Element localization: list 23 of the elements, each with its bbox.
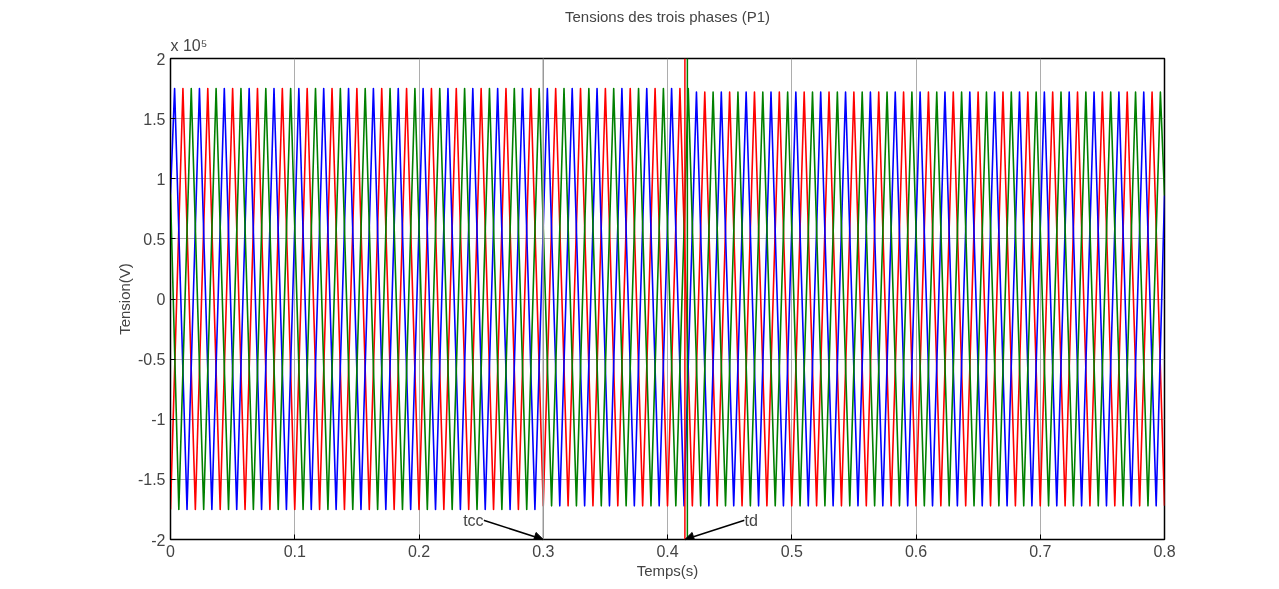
y-tick-label: -1 bbox=[151, 411, 166, 429]
chart-title: Tensions des trois phases (P1) bbox=[564, 7, 771, 25]
text: x 10⁵ bbox=[170, 36, 208, 54]
x-tick-label: 0.8 bbox=[1153, 542, 1176, 560]
ref-line-label: tcc bbox=[463, 511, 484, 529]
y-axis-title: Tension(V) bbox=[115, 263, 133, 335]
x-tick-label: 0.3 bbox=[532, 542, 555, 560]
y-tick-label: -2 bbox=[151, 531, 166, 549]
x-tick-label: 0.1 bbox=[283, 542, 306, 560]
y-tick-label: -1.5 bbox=[137, 471, 166, 489]
y-tick-label: 1 bbox=[156, 170, 166, 188]
ref-line-label: td bbox=[744, 511, 758, 529]
x-axis-title: Temps(s) bbox=[636, 561, 699, 579]
x-tick-label: 0.4 bbox=[656, 542, 679, 560]
y-tick-label: 2 bbox=[156, 50, 166, 68]
y-tick-label: 0.5 bbox=[143, 230, 166, 248]
y-tick-label: -0.5 bbox=[137, 351, 166, 369]
x-tick-label: 0.6 bbox=[904, 542, 928, 560]
y-tick-label: 0 bbox=[156, 291, 166, 308]
x-tick-label: 0.5 bbox=[780, 542, 803, 560]
x-tick-label: 0.2 bbox=[407, 542, 431, 560]
y-tick-label: 1.5 bbox=[143, 110, 166, 128]
x-tick-label: 0.7 bbox=[1029, 542, 1052, 560]
